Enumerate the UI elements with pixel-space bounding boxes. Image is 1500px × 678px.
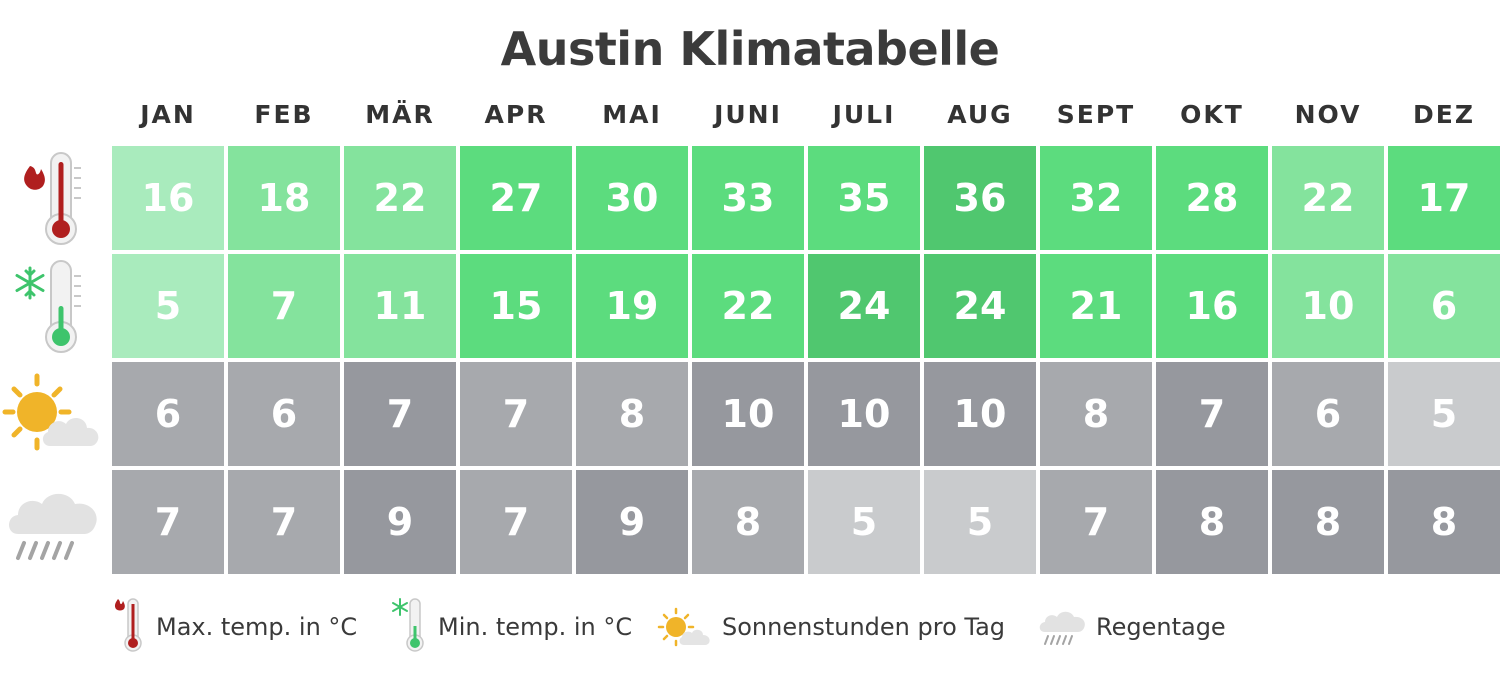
table-cell: 7: [228, 254, 340, 358]
max-temp-thermometer-icon: [114, 598, 142, 652]
table-cell: 6: [1272, 362, 1384, 466]
rain-cloud-icon: [9, 493, 97, 560]
table-cell: 11: [344, 254, 456, 358]
table-cell: 9: [576, 470, 688, 574]
legend-label-max-temp: Max. temp. in °C: [156, 613, 358, 641]
table-cell: 33: [692, 146, 804, 250]
table-cell: 16: [1156, 254, 1268, 358]
table-cell: 7: [460, 470, 572, 574]
table-cell: 15: [460, 254, 572, 358]
table-cell: 30: [576, 146, 688, 250]
min-temp-thermometer-icon: [15, 260, 81, 353]
month-label: APR: [484, 100, 548, 129]
table-cell: 28: [1156, 146, 1268, 250]
month-label: NOV: [1294, 100, 1362, 129]
table-cell: 22: [344, 146, 456, 250]
table-cell: 7: [1040, 470, 1152, 574]
table-cell: 10: [1272, 254, 1384, 358]
table-cell: 22: [692, 254, 804, 358]
table-cell: 10: [808, 362, 920, 466]
month-label: FEB: [254, 100, 314, 129]
table-cell: 35: [808, 146, 920, 250]
month-label: JAN: [140, 100, 196, 129]
sun-cloud-icon: [2, 373, 99, 451]
table-cell: 21: [1040, 254, 1152, 358]
table-cell: 9: [344, 470, 456, 574]
rain-cloud-icon: [1039, 611, 1085, 645]
table-cell: 7: [228, 470, 340, 574]
table-cell: 18: [228, 146, 340, 250]
table-cell: 24: [924, 254, 1036, 358]
table-cell: 7: [344, 362, 456, 466]
legend: Max. temp. in °C Min. temp. in °C Sonnen…: [0, 596, 1500, 656]
month-label: MAI: [602, 100, 662, 129]
table-cell: 6: [112, 362, 224, 466]
table-cell: 10: [924, 362, 1036, 466]
table-cell: 5: [924, 470, 1036, 574]
table-cell: 5: [1388, 362, 1500, 466]
table-cell: 10: [692, 362, 804, 466]
table-cell: 36: [924, 146, 1036, 250]
table-cell: 5: [112, 254, 224, 358]
table-cell: 8: [692, 470, 804, 574]
table-cell: 8: [1272, 470, 1384, 574]
month-label: MÄR: [365, 100, 435, 129]
table-cell: 5: [808, 470, 920, 574]
table-cell: 16: [112, 146, 224, 250]
table-cell: 6: [1388, 254, 1500, 358]
table-cell: 17: [1388, 146, 1500, 250]
table-cell: 7: [1156, 362, 1268, 466]
table-cell: 22: [1272, 146, 1384, 250]
table-cell: 8: [1040, 362, 1152, 466]
month-label: DEZ: [1413, 100, 1475, 129]
min-temp-thermometer-icon: [392, 598, 424, 652]
table-cell: 8: [1388, 470, 1500, 574]
legend-label-min-temp: Min. temp. in °C: [438, 613, 633, 641]
table-cell: 7: [460, 362, 572, 466]
max-temp-thermometer-icon: [24, 152, 81, 245]
table-cell: 27: [460, 146, 572, 250]
month-label: OKT: [1180, 100, 1244, 129]
month-label: JULI: [832, 100, 896, 129]
table-cell: 8: [1156, 470, 1268, 574]
table-cell: 24: [808, 254, 920, 358]
table-cell: 6: [228, 362, 340, 466]
sun-cloud-icon: [657, 607, 710, 647]
table-cell: 32: [1040, 146, 1152, 250]
chart-title: Austin Klimatabelle: [500, 22, 1000, 76]
month-label: SEPT: [1056, 100, 1136, 129]
month-label: AUG: [947, 100, 1013, 129]
table-cell: 8: [576, 362, 688, 466]
table-cell: 7: [112, 470, 224, 574]
table-cell: 19: [576, 254, 688, 358]
legend-label-sun: Sonnenstunden pro Tag: [722, 613, 1006, 641]
month-label: JUNI: [714, 100, 782, 129]
legend-label-rain: Regentage: [1096, 613, 1226, 641]
